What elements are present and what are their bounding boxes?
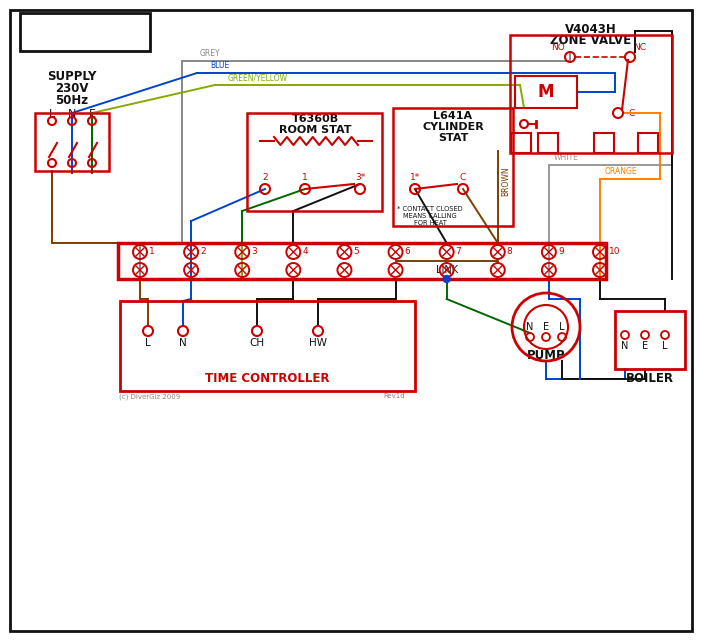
Text: L: L <box>662 341 668 351</box>
Text: TIME CONTROLLER: TIME CONTROLLER <box>205 372 329 385</box>
Text: C: C <box>629 108 635 117</box>
Text: ROOM STAT: ROOM STAT <box>279 125 351 135</box>
Text: 5: 5 <box>353 247 359 256</box>
Text: L: L <box>559 322 564 332</box>
Bar <box>594 133 614 153</box>
Text: 9: 9 <box>558 247 564 256</box>
Bar <box>638 133 658 153</box>
Text: LINK: LINK <box>436 265 458 275</box>
Text: NC: NC <box>633 42 647 51</box>
Text: 230V: 230V <box>55 81 88 94</box>
Text: CH: CH <box>249 338 265 348</box>
Text: N: N <box>179 338 187 348</box>
Bar <box>20 13 150 51</box>
Text: SUPPLY: SUPPLY <box>47 69 97 83</box>
Text: E: E <box>642 341 648 351</box>
Text: ORANGE: ORANGE <box>605 167 637 176</box>
Text: 1: 1 <box>302 172 308 181</box>
Bar <box>511 133 531 153</box>
Text: BOILER: BOILER <box>626 372 674 385</box>
Text: WHITE: WHITE <box>554 153 578 162</box>
Bar <box>393 108 513 226</box>
Text: 2: 2 <box>200 247 206 256</box>
Text: E: E <box>88 109 95 119</box>
Text: STAT: STAT <box>438 133 468 143</box>
Bar <box>515 76 577 108</box>
Text: * CONTACT CLOSED: * CONTACT CLOSED <box>397 206 463 212</box>
Text: 4: 4 <box>303 247 308 256</box>
Text: N: N <box>526 322 534 332</box>
Bar <box>510 35 672 153</box>
Text: CYLINDER: CYLINDER <box>422 122 484 132</box>
Text: 7: 7 <box>456 247 461 256</box>
Text: C: C <box>460 172 466 181</box>
Text: N: N <box>68 109 77 119</box>
Text: 50Hz: 50Hz <box>55 94 88 106</box>
Text: MEANS CALLING: MEANS CALLING <box>403 213 457 219</box>
Text: Rev1d: Rev1d <box>383 393 405 399</box>
Text: GREEN/YELLOW: GREEN/YELLOW <box>228 73 288 82</box>
Bar <box>615 311 685 369</box>
Text: V4043H: V4043H <box>565 22 617 35</box>
Text: BROWN: BROWN <box>501 166 510 196</box>
Text: E: E <box>543 322 549 332</box>
Text: T6360B: T6360B <box>291 114 338 124</box>
Bar <box>247 113 382 211</box>
Text: PUMP: PUMP <box>526 349 565 362</box>
Text: GREY: GREY <box>200 49 220 58</box>
Text: 6: 6 <box>404 247 410 256</box>
Text: 1: 1 <box>149 247 154 256</box>
Text: M: M <box>538 83 555 101</box>
Text: N: N <box>621 341 629 351</box>
Text: L: L <box>145 338 151 348</box>
Text: BLUE: BLUE <box>210 61 230 70</box>
Text: 2: 2 <box>262 172 267 181</box>
Text: NO: NO <box>551 42 565 51</box>
Text: 8: 8 <box>507 247 512 256</box>
Bar <box>35 113 109 171</box>
Circle shape <box>443 276 450 283</box>
Text: 3: 3 <box>251 247 257 256</box>
Text: FOR HEAT: FOR HEAT <box>413 220 446 226</box>
Bar <box>118 243 606 279</box>
Text: HW: HW <box>309 338 327 348</box>
Text: L641A: L641A <box>433 111 472 121</box>
Text: 3*: 3* <box>355 172 365 181</box>
Text: 10: 10 <box>609 247 621 256</box>
Text: 1*: 1* <box>410 172 420 181</box>
Text: (c) DiverGiz 2009: (c) DiverGiz 2009 <box>119 393 180 399</box>
Bar <box>538 133 558 153</box>
Text: L: L <box>49 109 55 119</box>
Text: 'C' PLAN: 'C' PLAN <box>43 23 127 41</box>
Text: ZONE VALVE: ZONE VALVE <box>550 33 632 47</box>
Bar <box>120 301 415 391</box>
